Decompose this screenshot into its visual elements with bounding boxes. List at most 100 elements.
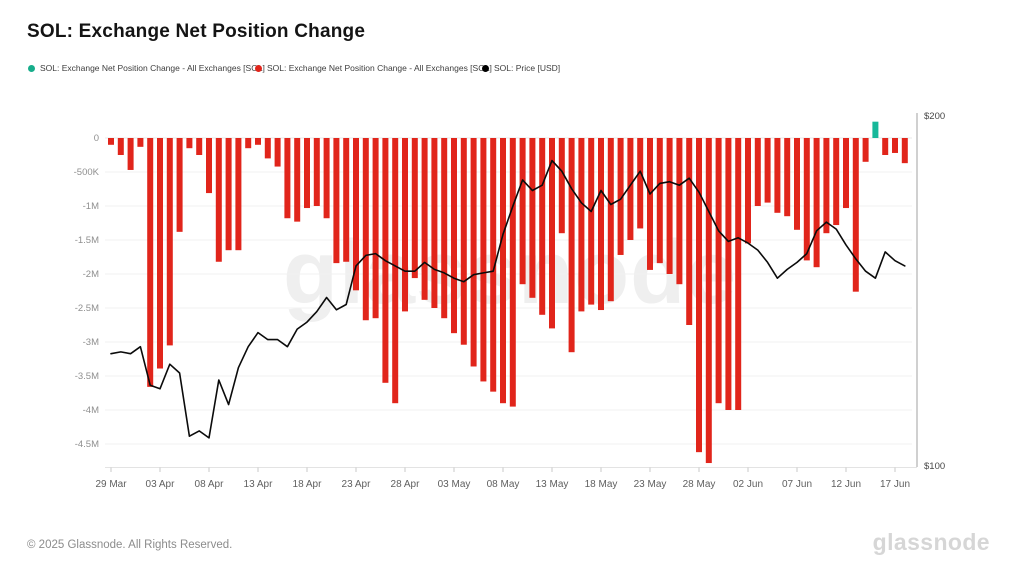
legend-dot-icon [482, 64, 489, 72]
left-axis-tick-label: -1M [83, 201, 99, 212]
bar-15-jun[interactable] [872, 121, 879, 138]
bar-01-apr[interactable] [137, 138, 144, 147]
x-axis-tick-label: 13 Apr [244, 479, 274, 490]
legend-item-label: SOL: Exchange Net Position Change - All … [40, 63, 265, 73]
bar-25-apr[interactable] [372, 138, 379, 319]
bar-01-jun[interactable] [735, 138, 742, 410]
bar-12-apr[interactable] [245, 138, 252, 149]
x-axis-tick-label: 03 May [438, 479, 471, 490]
legend-item-net-position-change-positive[interactable]: SOL: Exchange Net Position Change - All … [28, 63, 265, 73]
bar-10-apr[interactable] [225, 138, 232, 251]
bar-20-may[interactable] [617, 138, 624, 255]
bar-06-may[interactable] [480, 138, 487, 382]
left-axis-tick-label: -2M [83, 269, 99, 280]
left-axis-tick-label: -3M [83, 337, 99, 348]
bar-04-apr[interactable] [166, 138, 173, 346]
bar-18-jun[interactable] [901, 138, 908, 164]
bar-24-apr[interactable] [362, 138, 369, 321]
bar-08-may[interactable] [500, 138, 506, 404]
bar-07-jun[interactable] [794, 138, 800, 230]
bar-06-apr[interactable] [186, 138, 193, 149]
bar-09-may[interactable] [509, 138, 516, 407]
bar-03-may[interactable] [451, 138, 457, 334]
bar-02-jun[interactable] [745, 138, 751, 244]
legend-item-net-position-change-negative[interactable]: SOL: Exchange Net Position Change - All … [255, 63, 492, 73]
bar-25-may[interactable] [666, 138, 673, 274]
bar-22-may[interactable] [637, 138, 644, 229]
bar-13-apr[interactable] [255, 138, 261, 145]
bar-11-apr[interactable] [235, 138, 242, 251]
bar-30-may[interactable] [715, 138, 722, 404]
bar-11-jun[interactable] [833, 138, 840, 226]
x-axis-tick-label: 23 Apr [342, 479, 372, 490]
bar-31-may[interactable] [725, 138, 732, 410]
bar-07-apr[interactable] [196, 138, 203, 155]
bar-08-apr[interactable] [206, 138, 212, 194]
bar-29-mar[interactable] [108, 138, 114, 145]
bar-09-apr[interactable] [215, 138, 222, 262]
bar-07-may[interactable] [490, 138, 497, 392]
bar-03-apr[interactable] [157, 138, 163, 369]
bar-20-apr[interactable] [323, 138, 330, 219]
bar-04-jun[interactable] [764, 138, 771, 203]
bar-29-may[interactable] [705, 138, 712, 464]
bar-27-apr[interactable] [392, 138, 399, 404]
x-axis-tick-label: 07 Jun [782, 479, 812, 490]
price-line[interactable] [110, 159, 906, 439]
bar-14-may[interactable] [558, 138, 565, 234]
x-axis-tick-label: 08 Apr [195, 479, 225, 490]
bar-17-apr[interactable] [294, 138, 301, 222]
bar-16-may[interactable] [578, 138, 585, 312]
bar-13-jun[interactable] [852, 138, 859, 292]
bar-13-may[interactable] [549, 138, 555, 329]
bar-09-jun[interactable] [813, 138, 820, 268]
bar-12-may[interactable] [539, 138, 546, 315]
bar-17-may[interactable] [588, 138, 595, 305]
bar-02-apr[interactable] [147, 138, 154, 387]
bar-21-apr[interactable] [333, 138, 340, 264]
bar-03-jun[interactable] [754, 138, 761, 206]
bar-24-may[interactable] [656, 138, 663, 264]
bar-31-mar[interactable] [127, 138, 134, 170]
bar-19-apr[interactable] [313, 138, 320, 206]
bar-14-jun[interactable] [862, 138, 869, 162]
bar-11-may[interactable] [529, 138, 536, 298]
bar-15-may[interactable] [568, 138, 575, 353]
bar-06-jun[interactable] [784, 138, 791, 217]
bar-16-apr[interactable] [284, 138, 291, 219]
bar-04-may[interactable] [460, 138, 467, 345]
bar-08-jun[interactable] [803, 138, 810, 261]
bar-05-may[interactable] [470, 138, 477, 367]
bar-18-may[interactable] [598, 138, 604, 311]
legend-item-price[interactable]: SOL: Price [USD] [482, 63, 560, 73]
bar-29-apr[interactable] [411, 138, 418, 279]
bar-28-may[interactable] [696, 138, 702, 453]
bar-10-jun[interactable] [823, 138, 830, 234]
bar-05-apr[interactable] [176, 138, 183, 232]
bar-30-mar[interactable] [117, 138, 124, 155]
bar-14-apr[interactable] [264, 138, 271, 159]
bar-22-apr[interactable] [343, 138, 350, 262]
bar-17-jun[interactable] [892, 138, 898, 153]
bar-23-apr[interactable] [353, 138, 359, 291]
bar-23-may[interactable] [647, 138, 653, 270]
x-axis-tick-label: 23 May [634, 479, 667, 490]
left-axis-tick-label: -500K [74, 167, 100, 178]
bar-30-apr[interactable] [421, 138, 428, 300]
bar-12-jun[interactable] [843, 138, 849, 209]
bar-28-apr[interactable] [402, 138, 408, 312]
bar-05-jun[interactable] [774, 138, 781, 213]
bar-01-may[interactable] [431, 138, 438, 308]
footer-brand-logo: glassnode [872, 529, 990, 555]
bar-18-apr[interactable] [304, 138, 310, 209]
bar-10-may[interactable] [519, 138, 526, 285]
bar-21-may[interactable] [627, 138, 634, 240]
bar-19-may[interactable] [607, 138, 614, 302]
bar-27-may[interactable] [686, 138, 693, 325]
bar-26-may[interactable] [676, 138, 683, 285]
bar-02-may[interactable] [441, 138, 448, 319]
bar-15-apr[interactable] [274, 138, 281, 167]
bar-16-jun[interactable] [882, 138, 889, 155]
